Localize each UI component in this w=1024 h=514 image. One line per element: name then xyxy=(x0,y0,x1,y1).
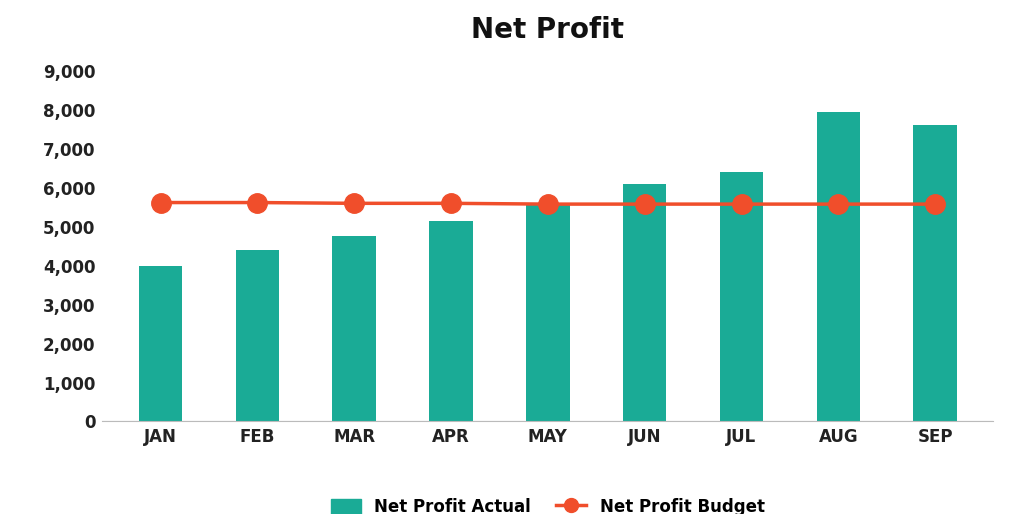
Bar xyxy=(720,172,763,421)
Bar xyxy=(913,125,957,421)
Bar xyxy=(526,204,569,421)
Bar xyxy=(333,236,376,421)
Legend: Net Profit Actual, Net Profit Budget: Net Profit Actual, Net Profit Budget xyxy=(323,489,773,514)
Bar xyxy=(138,266,182,421)
Bar xyxy=(816,112,860,421)
Bar xyxy=(236,250,280,421)
Title: Net Profit: Net Profit xyxy=(471,15,625,44)
Bar xyxy=(429,221,473,421)
Bar xyxy=(623,184,667,421)
